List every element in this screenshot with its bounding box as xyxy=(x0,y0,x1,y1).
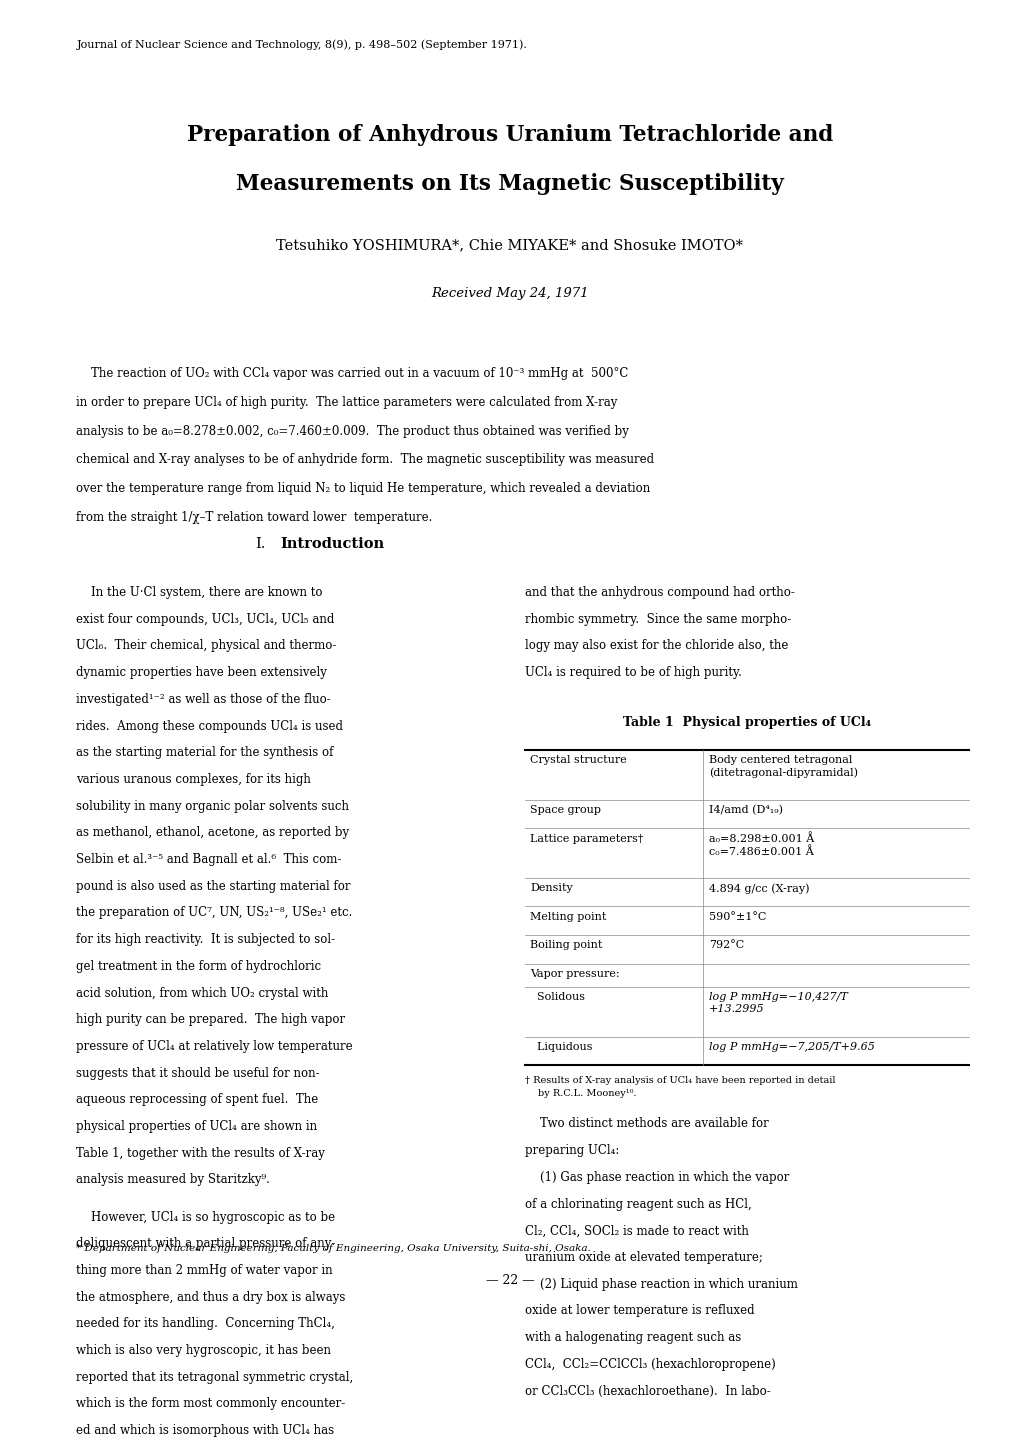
Text: and that the anhydrous compound had ortho-: and that the anhydrous compound had orth… xyxy=(525,585,795,598)
Text: pressure of UCl₄ at relatively low temperature: pressure of UCl₄ at relatively low tempe… xyxy=(76,1040,353,1053)
Text: thing more than 2 mmHg of water vapor in: thing more than 2 mmHg of water vapor in xyxy=(76,1265,333,1278)
Text: from the straight 1/χ–T relation toward lower  temperature.: from the straight 1/χ–T relation toward … xyxy=(76,510,432,523)
Text: rides.  Among these compounds UCl₄ is used: rides. Among these compounds UCl₄ is use… xyxy=(76,720,343,733)
Text: Introduction: Introduction xyxy=(280,536,384,551)
Text: Body centered tetragonal
(ditetragonal-dipyramidal): Body centered tetragonal (ditetragonal-d… xyxy=(708,756,857,777)
Text: with a halogenating reagent such as: with a halogenating reagent such as xyxy=(525,1331,741,1344)
Text: † Results of X-ray analysis of UCl₄ have been reported in detail: † Results of X-ray analysis of UCl₄ have… xyxy=(525,1076,835,1084)
Text: Melting point: Melting point xyxy=(530,911,606,921)
Text: Received May 24, 1971: Received May 24, 1971 xyxy=(431,287,588,300)
Text: deliquescent with a partial pressure of any-: deliquescent with a partial pressure of … xyxy=(76,1237,335,1250)
Text: chemical and X-ray analyses to be of anhydride form.  The magnetic susceptibilit: chemical and X-ray analyses to be of anh… xyxy=(76,453,654,466)
Text: log P mmHg=−7,205/T+9.65: log P mmHg=−7,205/T+9.65 xyxy=(708,1043,874,1051)
Text: I4/amd (D⁴₁₉): I4/amd (D⁴₁₉) xyxy=(708,805,783,815)
Text: 792°C: 792°C xyxy=(708,940,744,950)
Text: which is also very hygroscopic, it has been: which is also very hygroscopic, it has b… xyxy=(76,1344,331,1357)
Text: Preparation of Anhydrous Uranium Tetrachloride and: Preparation of Anhydrous Uranium Tetrach… xyxy=(186,124,833,146)
Text: UCl₄ is required to be of high purity.: UCl₄ is required to be of high purity. xyxy=(525,666,742,679)
Text: Boiling point: Boiling point xyxy=(530,940,602,950)
Text: * Department of Nuclear Engineering, Faculty of Engineering, Osaka University, S: * Department of Nuclear Engineering, Fac… xyxy=(76,1244,591,1253)
Text: Liquidous: Liquidous xyxy=(530,1043,592,1051)
Text: or CCl₃CCl₃ (hexachloroethane).  In labo-: or CCl₃CCl₃ (hexachloroethane). In labo- xyxy=(525,1384,770,1397)
Text: solubility in many organic polar solvents such: solubility in many organic polar solvent… xyxy=(76,800,350,813)
Text: (2) Liquid phase reaction in which uranium: (2) Liquid phase reaction in which urani… xyxy=(525,1278,798,1291)
Text: 590°±1°C: 590°±1°C xyxy=(708,911,765,921)
Text: as methanol, ethanol, acetone, as reported by: as methanol, ethanol, acetone, as report… xyxy=(76,826,350,839)
Text: Solidous: Solidous xyxy=(530,992,585,1002)
Text: the preparation of UC⁷, UN, US₂¹⁻⁸, USe₂¹ etc.: the preparation of UC⁷, UN, US₂¹⁻⁸, USe₂… xyxy=(76,907,353,920)
Text: for its high reactivity.  It is subjected to sol-: for its high reactivity. It is subjected… xyxy=(76,933,335,946)
Text: pound is also used as the starting material for: pound is also used as the starting mater… xyxy=(76,880,351,893)
Text: Tetsuhiko YOSHIMURA*, Chie MIYAKE* and Shosuke IMOTO*: Tetsuhiko YOSHIMURA*, Chie MIYAKE* and S… xyxy=(276,238,743,252)
Text: exist four compounds, UCl₃, UCl₄, UCl₅ and: exist four compounds, UCl₃, UCl₄, UCl₅ a… xyxy=(76,613,334,626)
Text: acid solution, from which UO₂ crystal with: acid solution, from which UO₂ crystal wi… xyxy=(76,986,328,999)
Text: Measurements on Its Magnetic Susceptibility: Measurements on Its Magnetic Susceptibil… xyxy=(235,173,784,195)
Text: Journal of Nuclear Science and Technology, 8(9), p. 498–502 (September 1971).: Journal of Nuclear Science and Technolog… xyxy=(76,39,527,49)
Text: Crystal structure: Crystal structure xyxy=(530,756,627,766)
Text: — 22 —: — 22 — xyxy=(485,1273,534,1286)
Text: In the U·Cl system, there are known to: In the U·Cl system, there are known to xyxy=(76,585,323,598)
Text: various uranous complexes, for its high: various uranous complexes, for its high xyxy=(76,773,311,786)
Text: needed for its handling.  Concerning ThCl₄,: needed for its handling. Concerning ThCl… xyxy=(76,1318,335,1331)
Text: logy may also exist for the chloride also, the: logy may also exist for the chloride als… xyxy=(525,639,788,652)
Text: over the temperature range from liquid N₂ to liquid He temperature, which reveal: over the temperature range from liquid N… xyxy=(76,482,650,495)
Text: the atmosphere, and thus a dry box is always: the atmosphere, and thus a dry box is al… xyxy=(76,1291,345,1304)
Text: Table 1, together with the results of X-ray: Table 1, together with the results of X-… xyxy=(76,1146,325,1159)
Text: high purity can be prepared.  The high vapor: high purity can be prepared. The high va… xyxy=(76,1014,345,1027)
Text: 4.894 g/cc (X-ray): 4.894 g/cc (X-ray) xyxy=(708,883,809,894)
Text: CCl₄,  CCl₂=CClCCl₃ (hexachloropropene): CCl₄, CCl₂=CClCCl₃ (hexachloropropene) xyxy=(525,1358,775,1371)
Text: in order to prepare UCl₄ of high purity.  The lattice parameters were calculated: in order to prepare UCl₄ of high purity.… xyxy=(76,397,618,410)
Text: Table 1  Physical properties of UCl₄: Table 1 Physical properties of UCl₄ xyxy=(623,717,870,730)
Text: I.: I. xyxy=(255,536,265,551)
Text: Density: Density xyxy=(530,883,573,893)
Text: reported that its tetragonal symmetric crystal,: reported that its tetragonal symmetric c… xyxy=(76,1371,354,1384)
Text: oxide at lower temperature is refluxed: oxide at lower temperature is refluxed xyxy=(525,1305,754,1318)
Text: Two distinct methods are available for: Two distinct methods are available for xyxy=(525,1118,768,1131)
Text: by R.C.L. Mooney¹⁰.: by R.C.L. Mooney¹⁰. xyxy=(537,1089,636,1097)
Text: Vapor pressure:: Vapor pressure: xyxy=(530,969,620,979)
Text: Space group: Space group xyxy=(530,805,601,815)
Text: rhombic symmetry.  Since the same morpho-: rhombic symmetry. Since the same morpho- xyxy=(525,613,791,626)
Text: (1) Gas phase reaction in which the vapor: (1) Gas phase reaction in which the vapo… xyxy=(525,1171,789,1184)
Text: as the starting material for the synthesis of: as the starting material for the synthes… xyxy=(76,747,333,760)
Text: preparing UCl₄:: preparing UCl₄: xyxy=(525,1144,620,1156)
Text: which is the form most commonly encounter-: which is the form most commonly encounte… xyxy=(76,1397,345,1410)
Text: suggests that it should be useful for non-: suggests that it should be useful for no… xyxy=(76,1067,320,1080)
Text: Selbin et al.³⁻⁵ and Bagnall et al.⁶  This com-: Selbin et al.³⁻⁵ and Bagnall et al.⁶ Thi… xyxy=(76,854,341,867)
Text: analysis measured by Staritzky⁹.: analysis measured by Staritzky⁹. xyxy=(76,1174,270,1187)
Text: investigated¹⁻² as well as those of the fluo-: investigated¹⁻² as well as those of the … xyxy=(76,694,331,707)
Text: dynamic properties have been extensively: dynamic properties have been extensively xyxy=(76,666,327,679)
Text: physical properties of UCl₄ are shown in: physical properties of UCl₄ are shown in xyxy=(76,1120,317,1133)
Text: gel treatment in the form of hydrochloric: gel treatment in the form of hydrochlori… xyxy=(76,960,321,973)
Text: of a chlorinating reagent such as HCl,: of a chlorinating reagent such as HCl, xyxy=(525,1197,751,1211)
Text: analysis to be a₀=8.278±0.002, c₀=7.460±0.009.  The product thus obtained was ve: analysis to be a₀=8.278±0.002, c₀=7.460±… xyxy=(76,424,629,437)
Text: However, UCl₄ is so hygroscopic as to be: However, UCl₄ is so hygroscopic as to be xyxy=(76,1211,335,1224)
Text: The reaction of UO₂ with CCl₄ vapor was carried out in a vacuum of 10⁻³ mmHg at : The reaction of UO₂ with CCl₄ vapor was … xyxy=(76,368,629,381)
Text: uranium oxide at elevated temperature;: uranium oxide at elevated temperature; xyxy=(525,1252,762,1265)
Text: aqueous reprocessing of spent fuel.  The: aqueous reprocessing of spent fuel. The xyxy=(76,1093,319,1106)
Text: UCl₆.  Their chemical, physical and thermo-: UCl₆. Their chemical, physical and therm… xyxy=(76,639,336,652)
Text: Cl₂, CCl₄, SOCl₂ is made to react with: Cl₂, CCl₄, SOCl₂ is made to react with xyxy=(525,1224,748,1237)
Text: Lattice parameters†: Lattice parameters† xyxy=(530,833,643,844)
Text: ed and which is isomorphous with UCl₄ has: ed and which is isomorphous with UCl₄ ha… xyxy=(76,1425,334,1438)
Text: a₀=8.298±0.001 Å
c₀=7.486±0.001 Å: a₀=8.298±0.001 Å c₀=7.486±0.001 Å xyxy=(708,833,813,857)
Text: log P mmHg=−10,427/T
+13.2995: log P mmHg=−10,427/T +13.2995 xyxy=(708,992,847,1014)
